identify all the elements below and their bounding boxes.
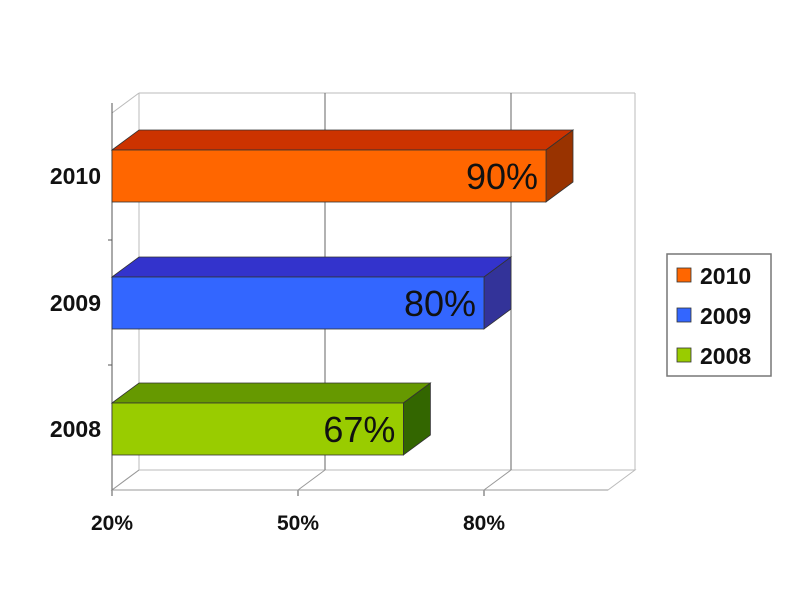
x-tick-label: 80% bbox=[463, 512, 505, 535]
bar-2008 bbox=[111, 402, 404, 456]
floor bbox=[110, 469, 637, 491]
category-label: 2009 bbox=[50, 290, 101, 316]
legend-swatch-2010 bbox=[676, 267, 692, 283]
gridline-floor bbox=[297, 469, 326, 491]
gridline-floor bbox=[483, 469, 512, 491]
legend-label: 2008 bbox=[700, 343, 751, 369]
data-label: 67% bbox=[323, 409, 395, 450]
gridline-floor bbox=[111, 469, 140, 491]
x-tick-label: 20% bbox=[91, 512, 133, 535]
legend-swatch-2009 bbox=[676, 307, 692, 323]
legend-label: 2009 bbox=[700, 303, 751, 329]
category-label: 2008 bbox=[50, 416, 101, 442]
bar-top-2010 bbox=[110, 129, 575, 151]
x-tick-label: 50% bbox=[277, 512, 319, 535]
legend-swatch-2008 bbox=[676, 347, 692, 363]
data-label: 90% bbox=[466, 156, 538, 197]
bar-top-2009 bbox=[110, 256, 513, 278]
category-label: 2010 bbox=[50, 163, 101, 189]
data-label: 80% bbox=[404, 283, 476, 324]
bar-2010 bbox=[111, 149, 547, 203]
bar-2009 bbox=[111, 276, 485, 330]
bar-top-2008 bbox=[110, 382, 432, 404]
legend-label: 2010 bbox=[700, 263, 751, 289]
side-wall-top bbox=[111, 92, 140, 114]
